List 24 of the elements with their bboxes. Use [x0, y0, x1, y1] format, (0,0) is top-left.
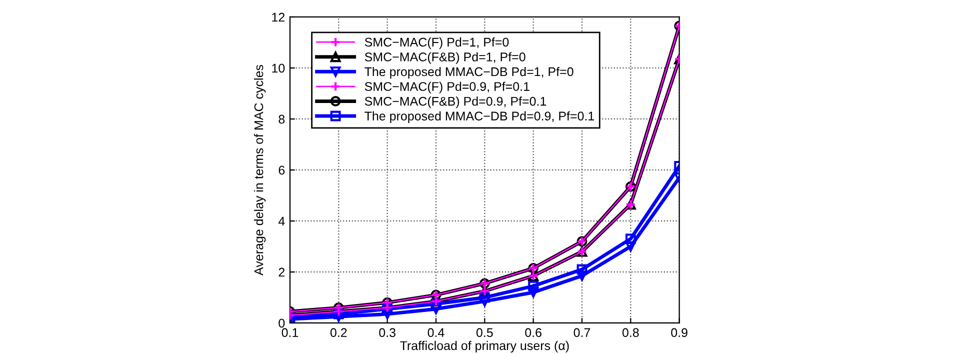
x-tick-label: 0.9	[671, 328, 688, 338]
x-tick-label: 0.8	[622, 328, 639, 338]
y-tick-label: 0	[278, 318, 285, 328]
y-axis-title: Average delay in terms of MAC cycles	[254, 64, 266, 276]
legend-label: SMC−MAC(F&B) Pd=0.9, Pf=0.1	[364, 96, 546, 108]
x-tick-label: 0.3	[379, 328, 396, 338]
x-axis-title: Trafficload of primary users (α)	[400, 340, 569, 353]
x-tick-label: 0.1	[282, 328, 298, 338]
legend-label: The proposed MMAC−DB Pd=1, Pf=0	[364, 66, 574, 79]
y-tick-label: 6	[278, 166, 285, 175]
x-tick-label: 0.7	[574, 328, 590, 338]
x-tick-label: 0.2	[330, 328, 347, 338]
x-tick-label: 0.5	[476, 328, 493, 338]
y-tick-label: 2	[278, 268, 284, 277]
x-tick-label: 0.6	[525, 328, 542, 338]
y-tick-label: 8	[278, 114, 285, 124]
y-tick-label: 10	[272, 64, 285, 73]
y-tick-label: 12	[272, 12, 284, 22]
legend-label: SMC−MAC(F) Pd=1, Pf=0	[364, 37, 509, 50]
x-tick-label: 0.4	[428, 328, 444, 338]
legend-label: The proposed MMAC−DB Pd=0.9, Pf=0.1	[364, 111, 594, 123]
y-tick-label: 4	[278, 216, 285, 226]
legend-label: SMC−MAC(F) Pd=0.9, Pf=0.1	[364, 82, 530, 94]
legend-label: SMC−MAC(F&B) Pd=1, Pf=0	[364, 52, 526, 64]
